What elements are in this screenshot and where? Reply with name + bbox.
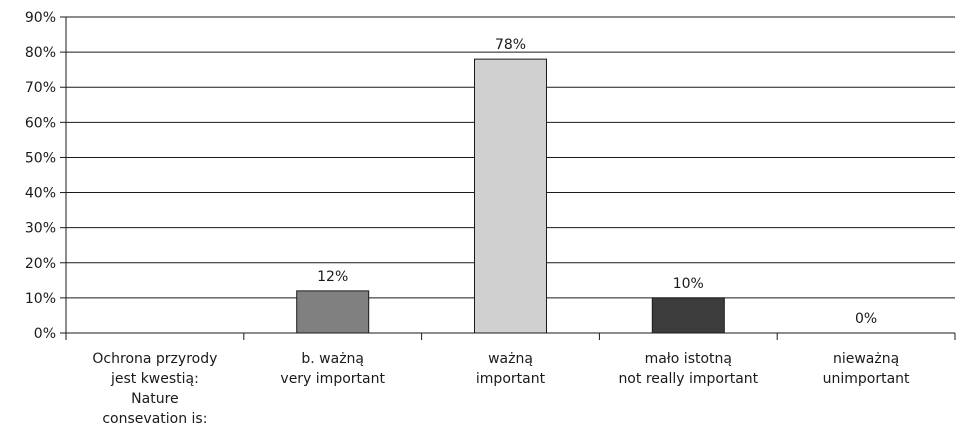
x-tick-label: jest kwestią: — [110, 371, 199, 387]
y-tick-label: 90% — [25, 10, 56, 26]
x-tick-label: consevation is: — [102, 411, 207, 427]
y-tick-label: 50% — [25, 150, 56, 166]
x-tick-label: important — [476, 371, 546, 387]
y-tick-label: 30% — [25, 221, 56, 237]
y-tick-label: 60% — [25, 115, 56, 131]
data-label: 0% — [855, 311, 877, 327]
x-tick-label: unimportant — [823, 371, 910, 387]
x-tick-label: not really important — [618, 371, 758, 387]
x-tick-label: Ochrona przyrody — [92, 351, 217, 367]
bar — [474, 58, 547, 334]
y-tick-label: 0% — [34, 326, 56, 342]
x-tick-label: very important — [280, 371, 385, 387]
y-tick-label: 10% — [25, 291, 56, 307]
data-label: 78% — [495, 37, 526, 53]
x-tick-label: b. ważną — [301, 351, 364, 367]
y-tick-label: 80% — [25, 45, 56, 61]
y-tick-label: 70% — [25, 80, 56, 96]
data-label: 10% — [673, 276, 704, 292]
y-tick-label: 40% — [25, 186, 56, 202]
x-tick-label: Nature — [131, 391, 178, 407]
x-tick-label: ważną — [488, 351, 533, 367]
y-tick-label: 20% — [25, 256, 56, 272]
x-tick-label: mało istotną — [645, 351, 732, 367]
bar — [651, 297, 725, 334]
data-label: 12% — [317, 269, 348, 285]
bar — [296, 290, 370, 334]
x-tick-label: nieważną — [833, 351, 899, 367]
